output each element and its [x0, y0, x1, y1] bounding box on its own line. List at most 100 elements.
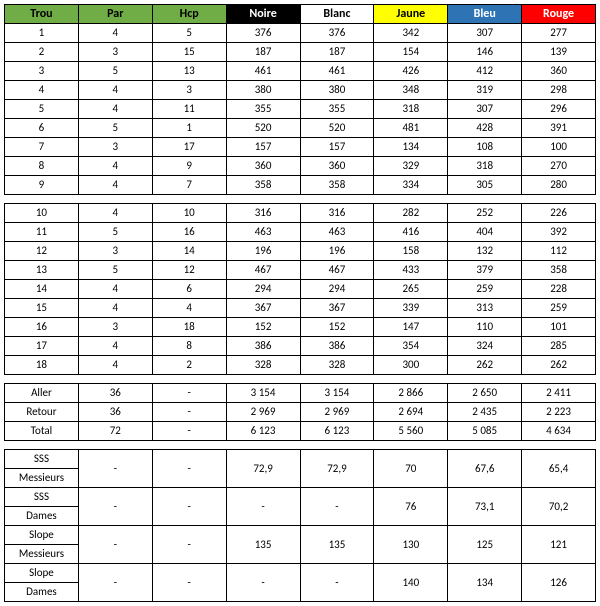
cell-hcp: - — [152, 526, 226, 564]
cell-bleu: 132 — [448, 242, 522, 261]
cell-rouge: 392 — [522, 223, 596, 242]
cell-par: 4 — [78, 176, 152, 195]
cell-noire: 376 — [226, 24, 300, 43]
ratings-table: SSS--72,972,97067,665,4MessieursSSS----7… — [4, 449, 596, 602]
cell-par: - — [78, 564, 152, 602]
cell-jaune: 158 — [374, 242, 448, 261]
cell-noire: 196 — [226, 242, 300, 261]
header-noire: Noire — [226, 5, 300, 24]
cell-hcp: 11 — [152, 100, 226, 119]
cell-noire: 520 — [226, 119, 300, 138]
header-jaune: Jaune — [374, 5, 448, 24]
cell-jaune: 334 — [374, 176, 448, 195]
cell-jaune: 154 — [374, 43, 448, 62]
cell-blanc: 376 — [300, 24, 374, 43]
header-trou: Trou — [5, 5, 79, 24]
table-row: 947358358334305280 — [5, 176, 596, 195]
cell-noire: 463 — [226, 223, 300, 242]
front9-table: Trou Par Hcp Noire Blanc Jaune Bleu Roug… — [4, 4, 596, 195]
cell-noire: 135 — [226, 526, 300, 564]
cell-blanc: 3 154 — [300, 384, 374, 403]
cell-jaune: 5 560 — [374, 422, 448, 441]
cell-par: 3 — [78, 138, 152, 157]
cell-rouge: 70,2 — [522, 488, 596, 526]
cell-noire: 2 969 — [226, 403, 300, 422]
cell-trou: 10 — [5, 204, 79, 223]
cell-blanc: 355 — [300, 100, 374, 119]
cell-bleu: 2 435 — [448, 403, 522, 422]
cell-hcp: 2 — [152, 356, 226, 375]
cell-bleu: 73,1 — [448, 488, 522, 526]
cell-bleu: 307 — [448, 100, 522, 119]
cell-bleu: 110 — [448, 318, 522, 337]
cell-blanc: 294 — [300, 280, 374, 299]
header-row: Trou Par Hcp Noire Blanc Jaune Bleu Roug… — [5, 5, 596, 24]
rating-label2: Messieurs — [5, 545, 79, 564]
cell-blanc: 358 — [300, 176, 374, 195]
cell-jaune: 282 — [374, 204, 448, 223]
cell-jaune: 481 — [374, 119, 448, 138]
cell-trou: 16 — [5, 318, 79, 337]
cell-trou: 13 — [5, 261, 79, 280]
rating-label2: Dames — [5, 583, 79, 602]
header-bleu: Bleu — [448, 5, 522, 24]
cell-label: Total — [5, 422, 79, 441]
cell-noire: 72,9 — [226, 450, 300, 488]
cell-noire: 316 — [226, 204, 300, 223]
cell-par: - — [78, 488, 152, 526]
rating-label1: SSS — [5, 488, 79, 507]
table-row: 1544367367339313259 — [5, 299, 596, 318]
cell-rouge: 262 — [522, 356, 596, 375]
cell-trou: 9 — [5, 176, 79, 195]
cell-trou: 14 — [5, 280, 79, 299]
cell-bleu: 324 — [448, 337, 522, 356]
cell-blanc: 461 — [300, 62, 374, 81]
cell-trou: 18 — [5, 356, 79, 375]
cell-noire: 152 — [226, 318, 300, 337]
rating-label2: Dames — [5, 507, 79, 526]
cell-rouge: 358 — [522, 261, 596, 280]
cell-trou: 7 — [5, 138, 79, 157]
cell-rouge: 360 — [522, 62, 596, 81]
cell-jaune: 130 — [374, 526, 448, 564]
cell-jaune: 300 — [374, 356, 448, 375]
cell-hcp: 16 — [152, 223, 226, 242]
back9-table: 1041031631628225222611516463463416404392… — [4, 203, 596, 375]
cell-trou: 12 — [5, 242, 79, 261]
cell-par: 4 — [78, 157, 152, 176]
cell-trou: 15 — [5, 299, 79, 318]
cell-blanc: 367 — [300, 299, 374, 318]
cell-rouge: 226 — [522, 204, 596, 223]
cell-blanc: 463 — [300, 223, 374, 242]
cell-bleu: 305 — [448, 176, 522, 195]
cell-blanc: 2 969 — [300, 403, 374, 422]
cell-jaune: 329 — [374, 157, 448, 176]
cell-jaune: 354 — [374, 337, 448, 356]
table-row: 849360360329318270 — [5, 157, 596, 176]
cell-hcp: 17 — [152, 138, 226, 157]
cell-rouge: 228 — [522, 280, 596, 299]
cell-noire: 380 — [226, 81, 300, 100]
cell-noire: 386 — [226, 337, 300, 356]
cell-blanc: 196 — [300, 242, 374, 261]
cell-noire: 157 — [226, 138, 300, 157]
ratings-row: Slope----140134126 — [5, 564, 596, 583]
cell-bleu: 412 — [448, 62, 522, 81]
cell-blanc: 380 — [300, 81, 374, 100]
totals-table: Aller36-3 1543 1542 8662 6502 411Retour3… — [4, 383, 596, 441]
cell-rouge: 2 223 — [522, 403, 596, 422]
cell-hcp: 8 — [152, 337, 226, 356]
cell-blanc: 520 — [300, 119, 374, 138]
cell-bleu: 252 — [448, 204, 522, 223]
cell-blanc: 316 — [300, 204, 374, 223]
cell-trou: 3 — [5, 62, 79, 81]
cell-bleu: 262 — [448, 356, 522, 375]
cell-hcp: 18 — [152, 318, 226, 337]
cell-hcp: - — [152, 488, 226, 526]
cell-trou: 2 — [5, 43, 79, 62]
cell-par: 3 — [78, 43, 152, 62]
cell-bleu: 313 — [448, 299, 522, 318]
cell-par: 5 — [78, 119, 152, 138]
table-row: 2315187187154146139 — [5, 43, 596, 62]
cell-rouge: 277 — [522, 24, 596, 43]
